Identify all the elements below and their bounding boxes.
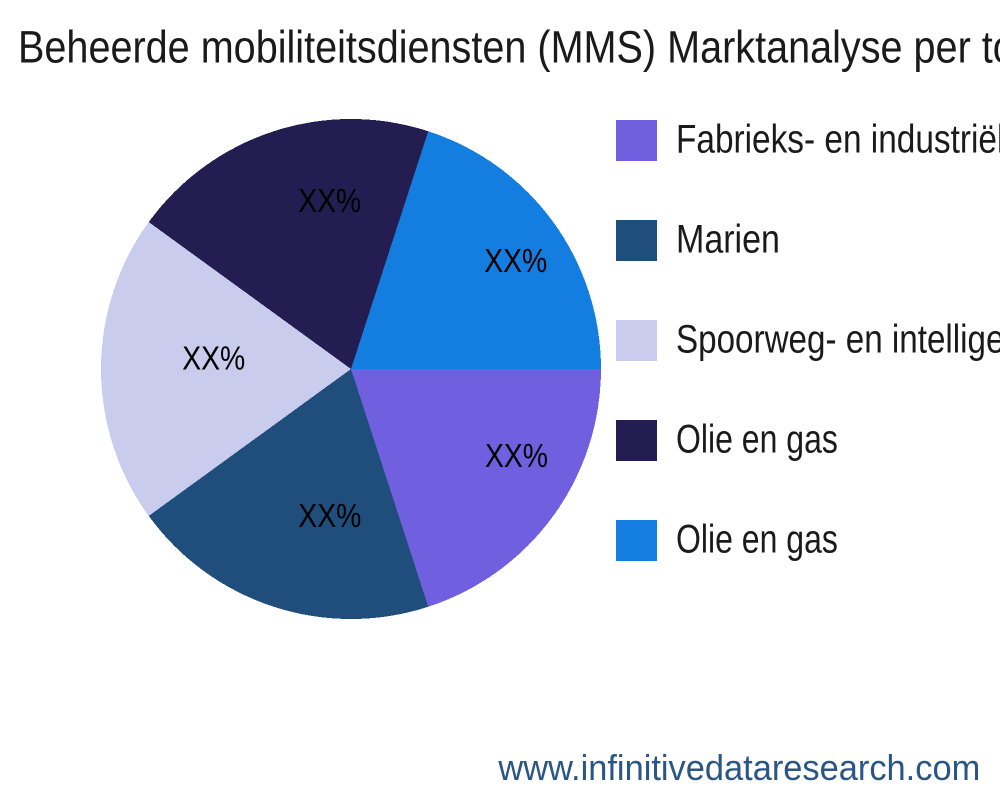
svg-text:Beheerde mobiliteitsdiensten (: Beheerde mobiliteitsdiensten (MMS) Markt… bbox=[18, 22, 1000, 72]
svg-text:Marien: Marien bbox=[676, 216, 780, 261]
svg-text:XX%: XX% bbox=[298, 497, 361, 535]
svg-text:Spoorweg- en intelligente tran: Spoorweg- en intelligente transportsyste… bbox=[676, 317, 1000, 362]
svg-text:XX%: XX% bbox=[298, 182, 361, 220]
svg-text:XX%: XX% bbox=[182, 339, 245, 377]
svg-text:XX%: XX% bbox=[485, 437, 548, 475]
svg-text:www.infinitivedataresearch.com: www.infinitivedataresearch.com bbox=[497, 748, 980, 788]
svg-text:XX%: XX% bbox=[484, 242, 547, 280]
svg-text:Olie en gas: Olie en gas bbox=[676, 516, 838, 561]
svg-text:Fabrieks- en industriële autom: Fabrieks- en industriële automatisering bbox=[676, 117, 1000, 162]
svg-text:Olie en gas: Olie en gas bbox=[676, 416, 838, 461]
